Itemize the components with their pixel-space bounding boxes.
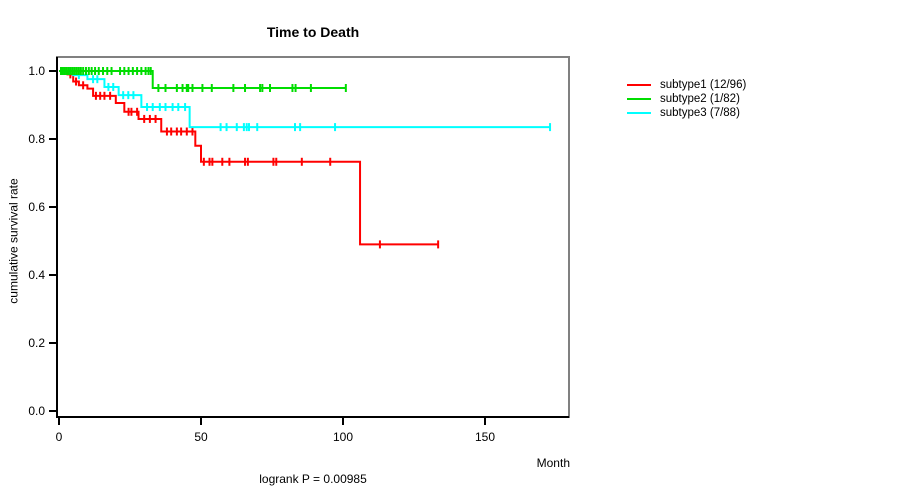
chart-title: Time to Death [266,24,360,40]
x-axis-label: Month [536,456,570,470]
axis-lines [56,57,569,418]
legend: subtype1 (12/96) subtype2 (1/82) subtype3 … [627,78,746,120]
series-curve-3 [59,70,551,129]
legend-label: subtype1 (12/96) [660,79,747,91]
legend-label: subtype3 (7/88) [660,107,740,119]
series-curve-1 [59,70,439,246]
x-tick-label: 50 [194,430,208,444]
y-tick-label: 0.4 [28,268,45,282]
legend-item: subtype3 (7/88) [627,106,746,120]
legend-item: subtype2 (1/82) [627,92,746,106]
legend-line-swatch [627,98,651,100]
y-tick-label: 0.2 [28,336,45,350]
legend-label: subtype2 (1/82) [660,93,740,105]
legend-item: subtype1 (12/96) [627,78,746,92]
y-tick-label: 1.0 [28,64,45,78]
legend-line-swatch [627,112,651,114]
y-tick-label: 0.6 [28,200,45,214]
legend-line-swatch [627,84,651,86]
x-tick-label: 0 [56,430,63,444]
x-tick-label: 150 [475,430,495,444]
series-curve-2 [59,70,346,89]
y-tick-label: 0.0 [28,404,45,418]
x-tick-label: 100 [333,430,353,444]
logrank-footnote: logrank P = 0.00985 [259,472,367,486]
y-tick-label: 0.8 [28,132,45,146]
